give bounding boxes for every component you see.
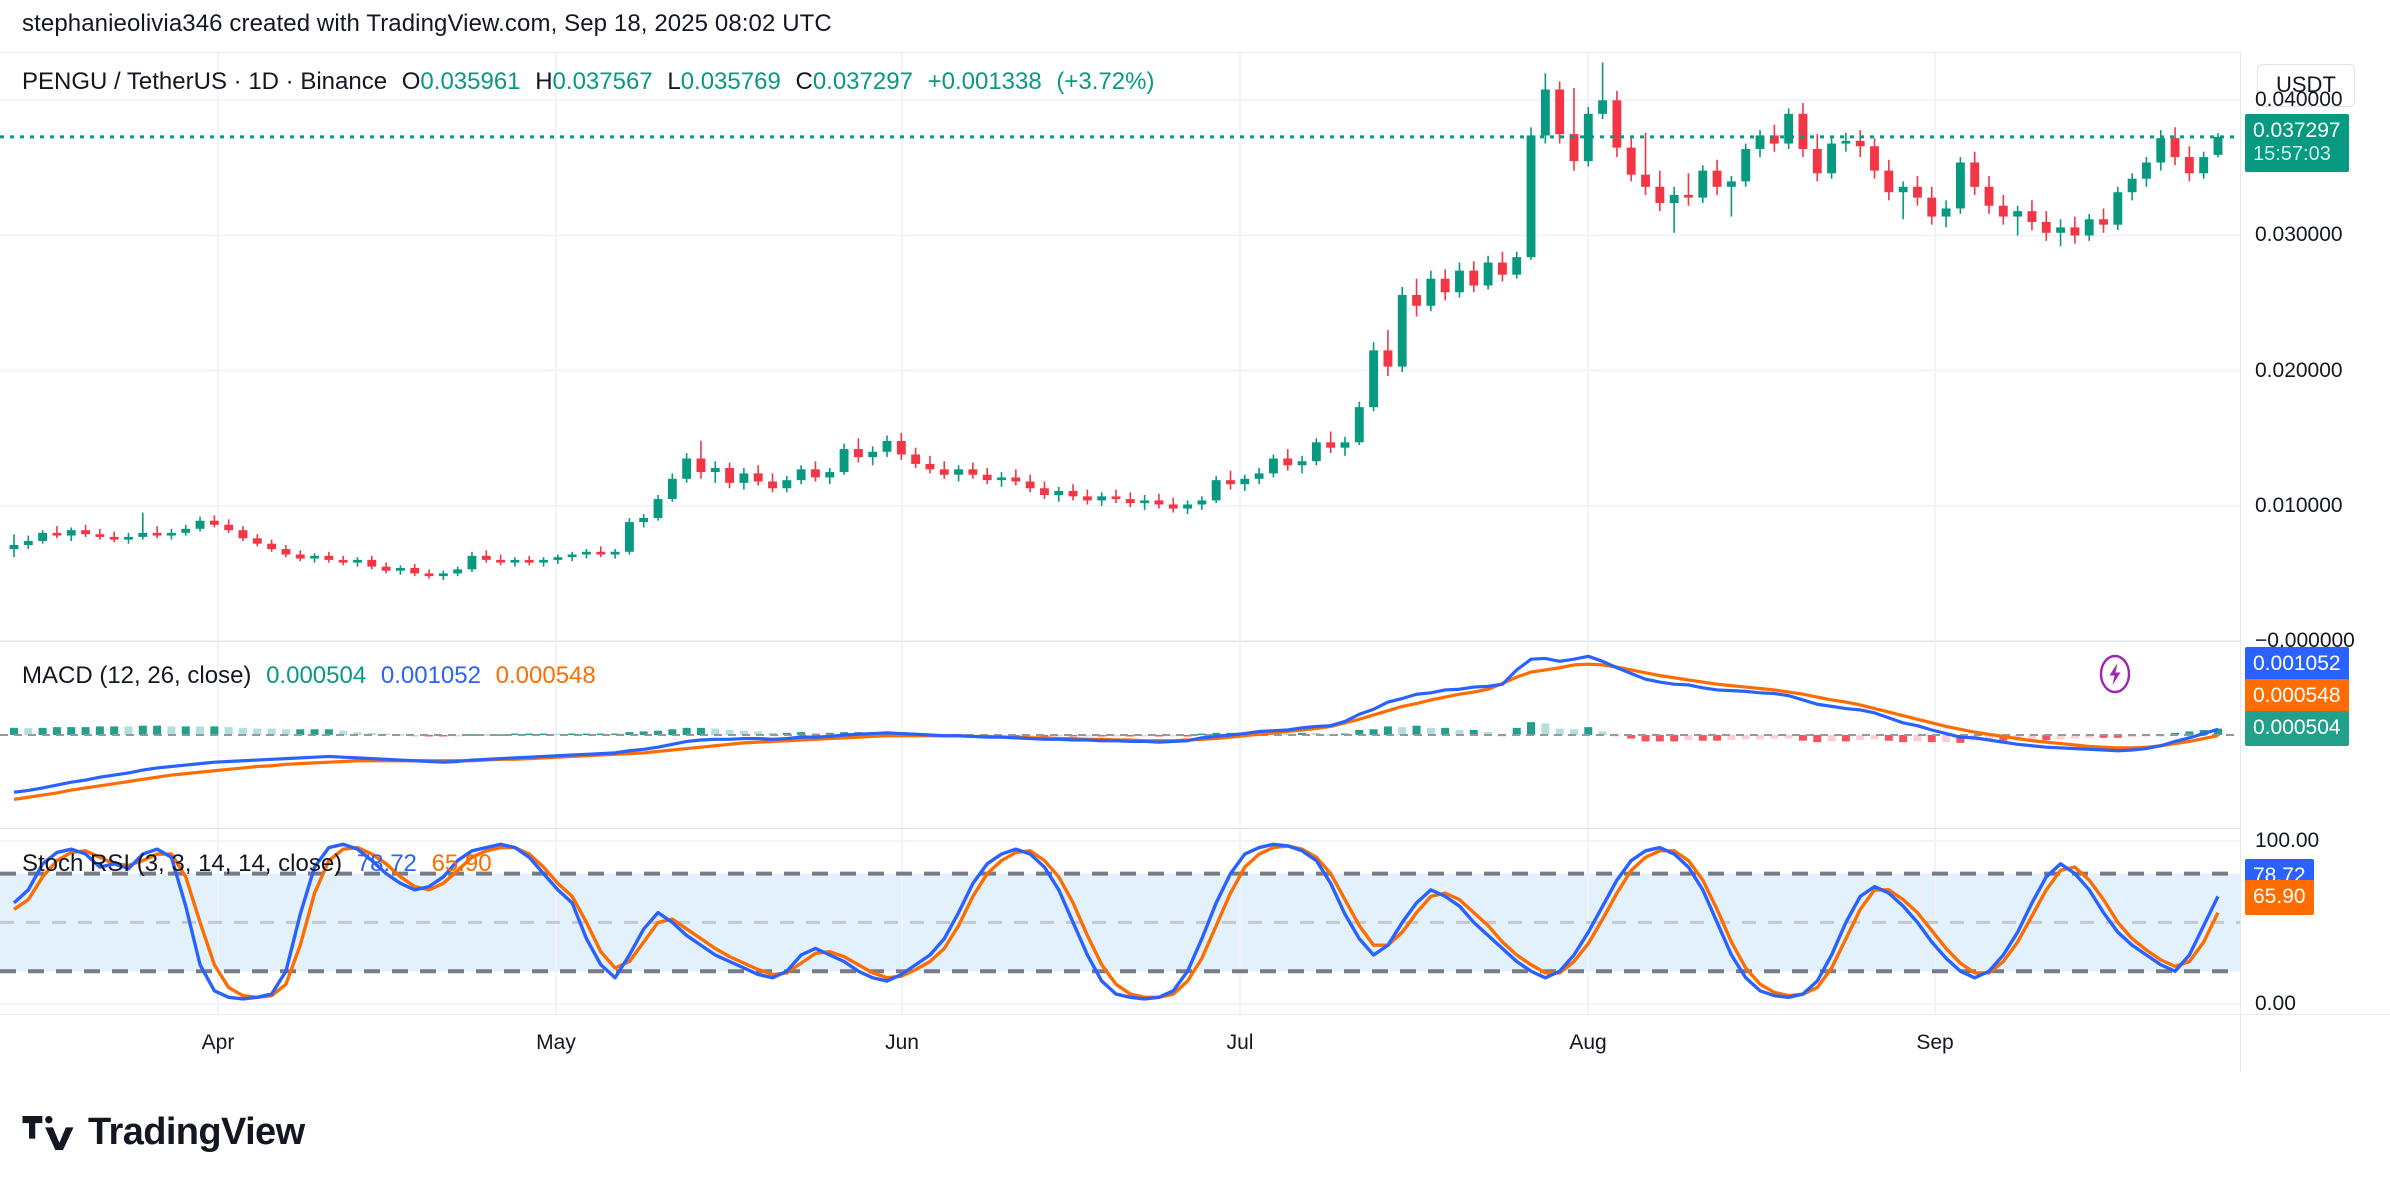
countdown-value: 15:57:03: [2253, 142, 2331, 165]
lightning-bolt-icon[interactable]: [2094, 653, 2136, 695]
stoch-axis-label-bottom: 0.00: [2255, 991, 2296, 1015]
tradingview-wordmark: TradingView: [88, 1111, 305, 1153]
price-candlestick-svg: [0, 53, 2240, 641]
currency-badge[interactable]: USDT: [2257, 64, 2355, 107]
time-axis-label: Sep: [1916, 1031, 1954, 1054]
price-axis-label: −0.000000: [2255, 629, 2355, 652]
last-price-tag[interactable]: 0.037297 15:57:03: [2245, 113, 2349, 172]
stoch-axis-label-top: 100.00: [2255, 829, 2320, 853]
stoch-rsi-pane[interactable]: [0, 829, 2240, 1014]
time-axis-label: Jun: [885, 1031, 919, 1054]
macd-axis-tag[interactable]: 0.000548: [2245, 679, 2349, 714]
price-axis-label: 0.040000: [2255, 88, 2343, 112]
price-axis-label: 0.010000: [2255, 493, 2343, 517]
last-price-value: 0.037297: [2253, 118, 2341, 142]
stoch-rsi-svg: [0, 829, 2240, 1014]
price-axis-label: 0.020000: [2255, 358, 2343, 382]
time-axis-label: May: [536, 1031, 576, 1054]
price-axis[interactable]: USDT 0.040000 0.030000 0.020000 0.010000 −0.…: [2240, 52, 2390, 1072]
price-pane[interactable]: [0, 53, 2240, 641]
chart-frame: [0, 52, 2390, 1072]
time-axis-label: Jul: [1226, 1031, 1254, 1054]
time-axis-label: Aug: [1569, 1031, 1607, 1054]
time-axis[interactable]: Apr May Jun Jul Aug Sep: [0, 1014, 2390, 1072]
pane-separator-2: [0, 828, 2390, 829]
macd-axis-tag[interactable]: 0.001052: [2245, 647, 2349, 682]
tradingview-logo-mark: [22, 1115, 74, 1150]
attribution-text: stephanieolivia346 created with TradingV…: [22, 10, 832, 37]
macd-svg: [0, 642, 2240, 828]
tradingview-logo[interactable]: TradingView: [22, 1111, 305, 1154]
macd-pane[interactable]: [0, 642, 2240, 828]
stoch-axis-tag[interactable]: 65.90: [2245, 879, 2314, 915]
time-axis-label: Apr: [201, 1031, 235, 1054]
price-axis-label: 0.030000: [2255, 223, 2343, 247]
pane-separator-1: [0, 641, 2390, 642]
macd-axis-tag[interactable]: 0.000504: [2245, 711, 2349, 746]
